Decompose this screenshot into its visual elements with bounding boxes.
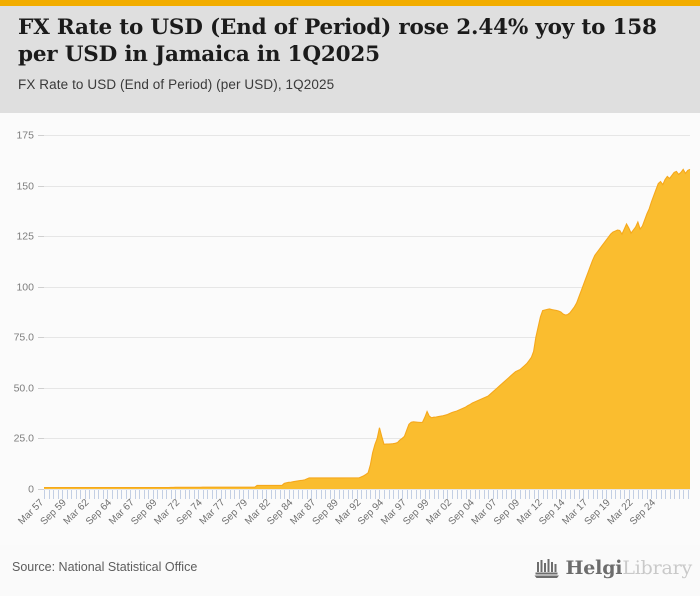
x-axis-tick-label: Sep 24: [628, 497, 658, 527]
y-axis-tick-label: 75.0: [14, 331, 35, 343]
series-line: [43, 168, 691, 489]
accent-top-bar: [0, 0, 700, 6]
logo-text-primary: Helgi: [565, 556, 623, 579]
y-axis-tick-label: 25.0: [14, 432, 35, 444]
y-axis-tick-label: 125: [16, 230, 34, 242]
y-axis-tick-label: 150: [16, 180, 34, 192]
chart-header: FX Rate to USD (End of Period) rose 2.44…: [0, 6, 700, 113]
logo-text-secondary: Library: [622, 556, 692, 579]
y-axis-tick-label: 175: [16, 129, 34, 141]
helgi-library-logo[interactable]: HelgiLibrary: [534, 557, 692, 579]
y-axis-tick-label: 50.0: [14, 382, 35, 394]
page-title: FX Rate to USD (End of Period) rose 2.44…: [18, 15, 657, 67]
chart-footer: Source: National Statistical Office Helg…: [0, 545, 700, 596]
y-axis-tick-label: 100: [16, 281, 34, 293]
chart-plot-area: 0 25.0 50.0 75.0 100 125 150 175 Mar 57 Sep 59 Mar…: [0, 113, 700, 545]
series-area-fill: [44, 169, 690, 489]
library-building-icon: [534, 559, 559, 578]
chart-subtitle: FX Rate to USD (End of Period) (per USD)…: [18, 77, 335, 92]
y-axis-tick-label: 0: [28, 483, 34, 495]
source-note: Source: National Statistical Office: [12, 560, 198, 574]
